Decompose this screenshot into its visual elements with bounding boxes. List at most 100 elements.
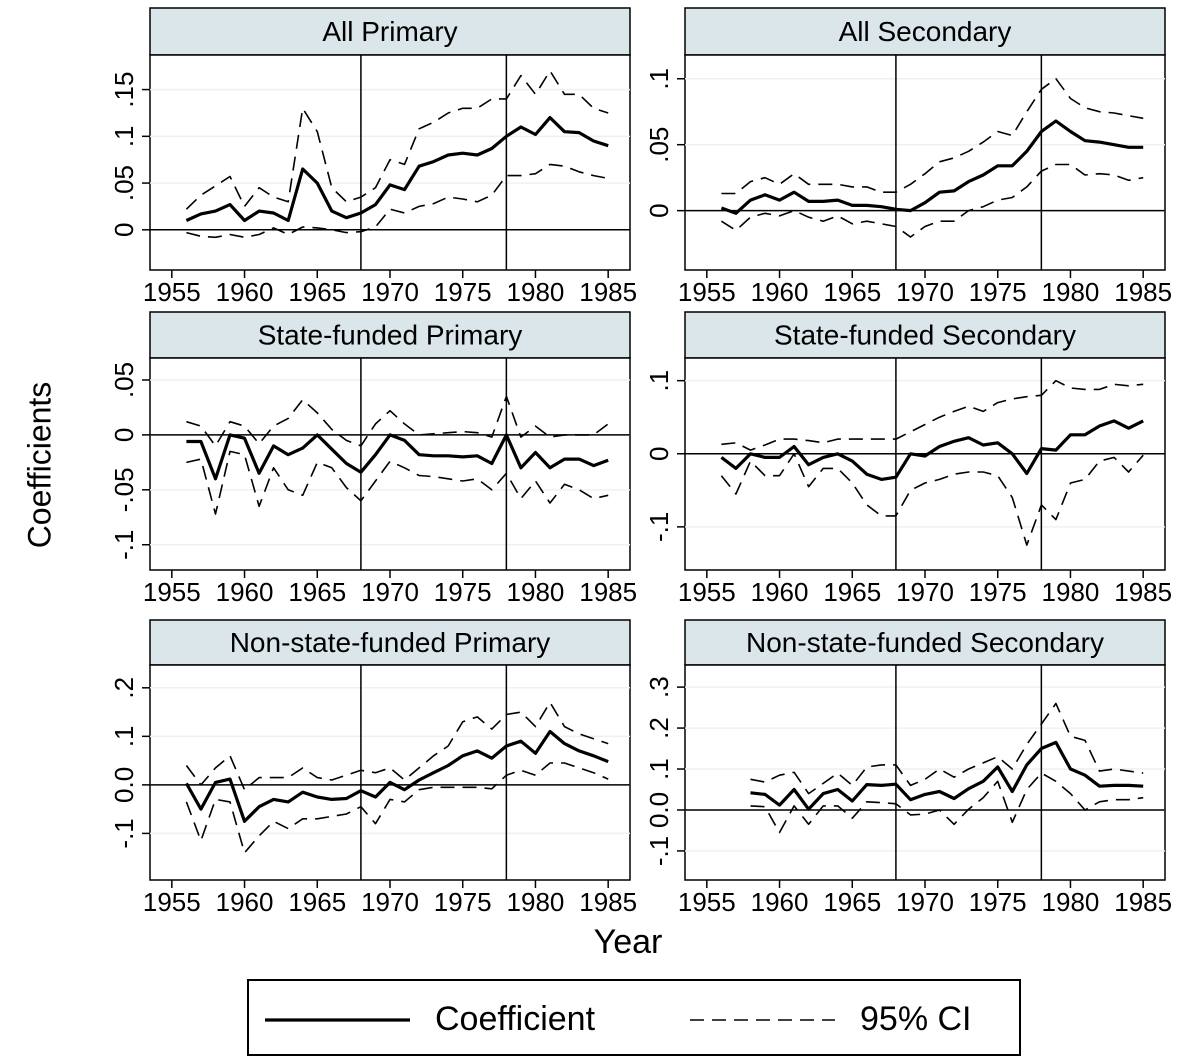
panel-title: State-funded Secondary	[774, 319, 1076, 350]
x-tick-label: 1955	[678, 887, 736, 917]
y-tick-label: -.1	[644, 836, 674, 866]
ci-line	[186, 395, 609, 447]
y-tick-label: .05	[109, 165, 139, 201]
y-tick-label: .1	[644, 370, 674, 392]
y-tick-label: .15	[109, 72, 139, 108]
y-tick-label: .1	[644, 758, 674, 780]
x-tick-label: 1970	[896, 887, 954, 917]
x-tick-label: 1985	[1114, 887, 1172, 917]
y-tick-label: .1	[109, 125, 139, 147]
x-tick-label: 1970	[896, 277, 954, 307]
x-tick-label: 1960	[751, 887, 809, 917]
x-tick-label: 1965	[288, 577, 346, 607]
panel-title: State-funded Primary	[258, 319, 523, 350]
x-tick-label: 1965	[823, 577, 881, 607]
x-tick-label: 1975	[434, 577, 492, 607]
legend-box	[247, 979, 1021, 1056]
coefficient-line	[186, 433, 609, 481]
y-tick-label: .2	[109, 677, 139, 699]
x-tick-label: 1975	[969, 577, 1027, 607]
x-tick-label: 1955	[143, 577, 201, 607]
y-tick-label: 0	[644, 203, 674, 217]
y-tick-label: 0	[644, 447, 674, 461]
x-tick-label: 1980	[1042, 277, 1100, 307]
x-tick-label: 1965	[823, 277, 881, 307]
x-tick-label: 1960	[751, 577, 809, 607]
title-bar	[149, 7, 631, 56]
title-bar	[149, 311, 631, 359]
y-axis-label: Coefficients	[21, 382, 57, 549]
ci-line	[186, 450, 609, 515]
x-tick-label: 1975	[969, 887, 1027, 917]
y-tick-label: .05	[109, 362, 139, 398]
y-tick-label: -.1	[109, 818, 139, 848]
x-tick-label: 1980	[507, 577, 565, 607]
title-bar	[684, 311, 1166, 359]
x-tick-label: 1965	[288, 277, 346, 307]
ci-line	[721, 379, 1144, 451]
x-tick-label: 1955	[143, 277, 201, 307]
coefficient-line	[720, 419, 1144, 481]
legend-label: 95% CI	[860, 1000, 972, 1038]
coefficient-line	[750, 740, 1144, 811]
x-tick-label: 1970	[361, 887, 419, 917]
y-tick-label: .2	[644, 717, 674, 739]
plot-area	[684, 357, 1166, 571]
x-tick-label: 1960	[216, 277, 274, 307]
x-tick-label: 1975	[434, 277, 492, 307]
x-tick-label: 1980	[1042, 577, 1100, 607]
y-tick-label: .05	[644, 127, 674, 163]
x-axis-label: Year	[594, 923, 663, 961]
title-bar	[684, 7, 1166, 56]
y-tick-label: 0.0	[644, 792, 674, 828]
x-tick-label: 1985	[579, 887, 637, 917]
y-tick-label: .1	[109, 725, 139, 747]
x-tick-label: 1965	[823, 887, 881, 917]
x-tick-label: 1975	[969, 277, 1027, 307]
coefficient-line	[185, 729, 609, 823]
y-tick-label: -.1	[109, 530, 139, 560]
y-tick-label: -.05	[109, 467, 139, 512]
x-tick-label: 1960	[216, 577, 274, 607]
x-tick-label: 1985	[579, 577, 637, 607]
title-bar	[149, 619, 631, 666]
x-tick-label: 1975	[434, 887, 492, 917]
x-tick-label: 1955	[678, 577, 736, 607]
x-tick-label: 1955	[143, 887, 201, 917]
x-tick-label: 1985	[579, 277, 637, 307]
legend-label: Coefficient	[435, 1000, 596, 1038]
x-tick-label: 1955	[678, 277, 736, 307]
plot-area	[684, 54, 1166, 271]
title-bar	[684, 619, 1166, 666]
plot-area	[149, 664, 631, 881]
ci-line	[721, 77, 1144, 195]
x-tick-label: 1985	[1114, 577, 1172, 607]
x-tick-label: 1970	[361, 277, 419, 307]
ci-line	[750, 702, 1144, 795]
panel-title: All Secondary	[839, 16, 1012, 47]
y-tick-label: 0	[109, 428, 139, 442]
ci-line	[186, 163, 609, 239]
x-tick-label: 1965	[288, 887, 346, 917]
x-tick-label: 1970	[896, 577, 954, 607]
x-tick-label: 1980	[507, 277, 565, 307]
plot-area	[684, 664, 1166, 881]
x-tick-label: 1980	[1042, 887, 1100, 917]
x-tick-label: 1970	[361, 577, 419, 607]
y-tick-label: 0	[109, 223, 139, 237]
panel-title: All Primary	[322, 16, 457, 47]
ci-line	[720, 453, 1144, 546]
x-tick-label: 1960	[216, 887, 274, 917]
x-tick-label: 1980	[507, 887, 565, 917]
coefficient-line	[185, 116, 609, 223]
plot-area	[149, 54, 631, 271]
x-tick-label: 1985	[1114, 277, 1172, 307]
panel-title: Non-state-funded Primary	[230, 627, 551, 658]
y-tick-label: -.1	[644, 512, 674, 542]
ci-line	[720, 163, 1144, 238]
y-tick-label: 0.0	[109, 767, 139, 803]
y-tick-label: .1	[644, 68, 674, 90]
panel-title: Non-state-funded Secondary	[746, 627, 1104, 658]
coefficient-line	[720, 119, 1144, 215]
